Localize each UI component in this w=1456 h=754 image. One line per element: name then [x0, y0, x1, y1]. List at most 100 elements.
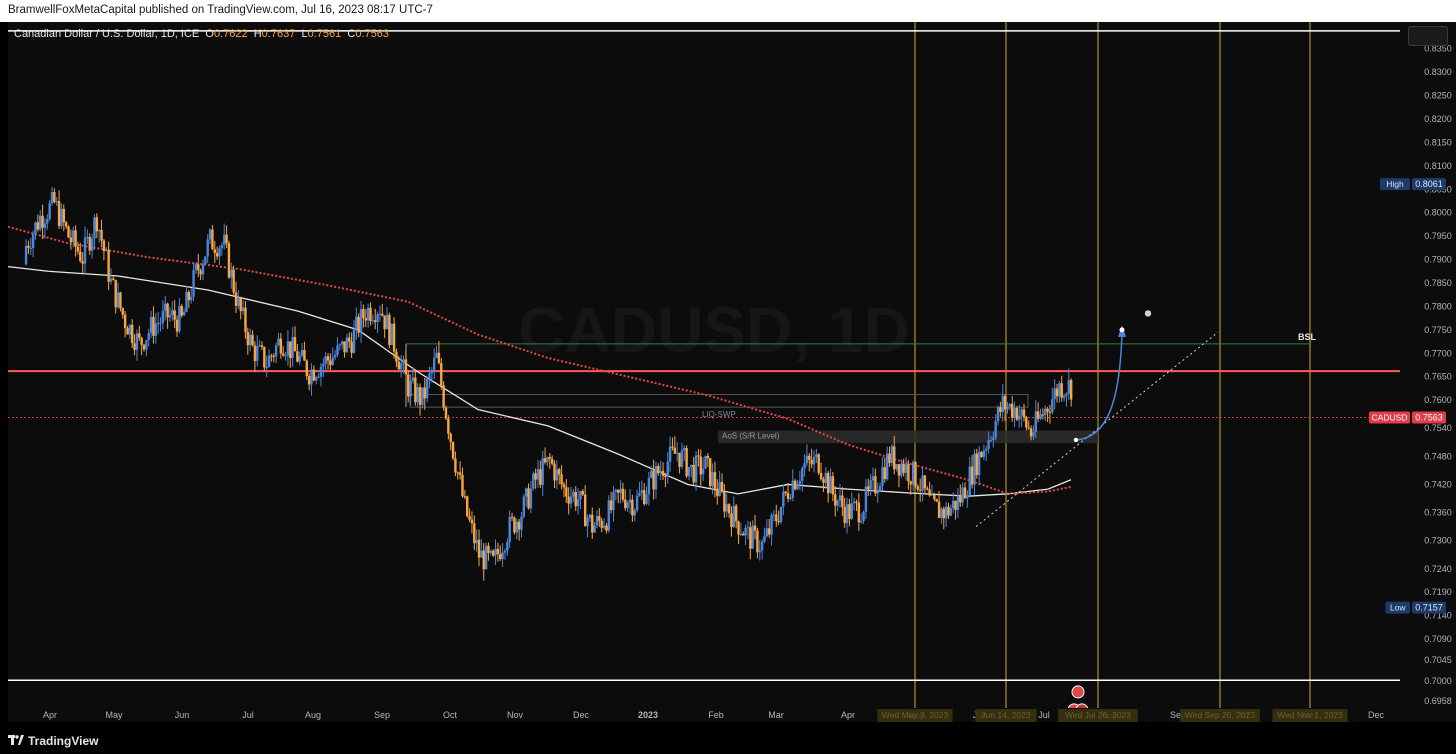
candle-body-130 [331, 357, 334, 365]
candle-body-90 [237, 298, 240, 306]
candle-body-274 [671, 446, 674, 448]
candle-body-91 [239, 298, 242, 312]
price-tick-20: 0.7300 [1424, 536, 1452, 546]
price-tick-0: 0.8350 [1424, 44, 1452, 54]
candle-body-60 [166, 303, 169, 318]
candle-body-79 [211, 229, 214, 250]
candle-body-443 [1069, 380, 1073, 400]
candle-body-149 [376, 314, 379, 322]
candle-body-94 [246, 332, 250, 346]
price-tick-1: 0.8300 [1424, 67, 1452, 77]
candle-body-317 [772, 514, 776, 516]
candle-body-205 [508, 516, 511, 542]
price-chart-svg[interactable]: CADUSD, 1D BSL LIQ-SWP AoS (S/R Level) 0.8… [7, 22, 1456, 722]
candle-body-19 [69, 237, 73, 243]
candle-body-44 [128, 324, 132, 335]
candle-body-71 [192, 269, 195, 297]
candle-body-148 [374, 320, 377, 322]
candle-body-166 [416, 387, 419, 403]
candle-body-345 [838, 495, 842, 501]
candles [24, 186, 1073, 581]
close-label: C [347, 28, 356, 40]
candle-body-337 [819, 472, 823, 480]
candle-body-146 [369, 307, 372, 322]
event-date-badge-0 [877, 709, 953, 722]
candle-body-249 [612, 491, 615, 511]
candle-body-100 [260, 345, 264, 348]
candle-body-107 [277, 338, 280, 346]
candle-body-396 [959, 495, 962, 503]
candle-body-11 [50, 192, 54, 204]
event-flag-icon [1071, 685, 1085, 699]
watermark-text: CADUSD, 1D [518, 294, 909, 366]
candle-body-324 [789, 497, 792, 499]
close-value: 0.7563 [355, 28, 389, 40]
candle-body-300 [732, 505, 736, 528]
price-tick-17: 0.7480 [1424, 451, 1452, 461]
time-tick-2: Jun [175, 710, 190, 720]
candle-body-68 [185, 291, 188, 312]
candle-body-252 [619, 488, 622, 493]
time-tick-6: Oct [443, 710, 458, 720]
candle-body-297 [725, 504, 728, 512]
time-tick-7: Nov [507, 710, 524, 720]
candle-body-370 [897, 464, 901, 476]
candle-body-176 [440, 363, 443, 386]
candle-body-133 [338, 344, 342, 346]
candle-body-333 [810, 459, 813, 465]
candle-body-260 [638, 492, 641, 496]
price-axis[interactable]: 0.8350 0.8300 0.8250 0.8200 0.8150 0.8100 0.80… [1369, 22, 1456, 722]
candle-body-12 [53, 192, 56, 203]
candle-body-46 [133, 343, 136, 350]
candle-body-336 [817, 454, 820, 473]
candle-body-158 [397, 361, 401, 370]
candle-body-235 [579, 491, 582, 500]
candle-body-311 [758, 550, 761, 553]
candle-body-200 [496, 548, 500, 554]
candle-body-8 [43, 223, 47, 228]
candle-body-202 [501, 552, 504, 560]
aos-label: AoS (S/R Level) [722, 432, 780, 441]
candle-body-230 [567, 496, 570, 504]
chart-area[interactable]: CADUSD, 1D BSL LIQ-SWP AoS (S/R Level) 0.8… [7, 22, 1456, 722]
candle-body-280 [685, 448, 688, 477]
candle-body-402 [973, 453, 976, 485]
candle-body-430 [1039, 414, 1042, 419]
candle-body-255 [626, 502, 629, 509]
candle-body-369 [895, 464, 898, 470]
chart-settings-button[interactable] [1408, 26, 1448, 46]
candle-body-338 [822, 479, 825, 483]
candle-body-303 [739, 533, 743, 535]
candle-body-373 [904, 464, 908, 473]
candle-body-162 [407, 374, 410, 397]
liq-swp-zone [409, 394, 1029, 408]
time-axis[interactable]: Apr May Jun Jul Aug Sep Oct Nov Dec 2023 Feb Mar Apr… [8, 708, 1400, 722]
candle-body-118 [303, 350, 306, 361]
candle-body-55 [154, 323, 158, 336]
price-tick-14: 0.7650 [1424, 372, 1452, 382]
candle-body-4 [34, 222, 37, 234]
candle-body-208 [515, 521, 518, 533]
candle-body-125 [319, 366, 323, 377]
candle-body-222 [548, 456, 551, 459]
candle-body-294 [718, 482, 721, 496]
candle-body-323 [786, 492, 790, 499]
candle-body-159 [399, 363, 403, 370]
candle-body-152 [383, 315, 386, 330]
candle-body-284 [694, 455, 698, 483]
candle-body-405 [980, 451, 983, 458]
candle-body-74 [199, 270, 202, 275]
candle-body-157 [395, 351, 398, 362]
candle-body-64 [175, 319, 179, 332]
candle-body-143 [362, 309, 365, 319]
candle-body-104 [270, 355, 273, 357]
event-date-text-1: Jun 14, 2023 [981, 710, 1030, 720]
candle-body-183 [456, 472, 459, 474]
tradingview-logo-icon [8, 735, 24, 745]
candle-body-244 [600, 520, 603, 528]
candle-body-313 [763, 536, 766, 542]
candle-body-433 [1046, 408, 1049, 412]
time-tick-4: Aug [305, 710, 321, 720]
candle-body-256 [628, 499, 632, 503]
candle-body-177 [442, 385, 445, 408]
